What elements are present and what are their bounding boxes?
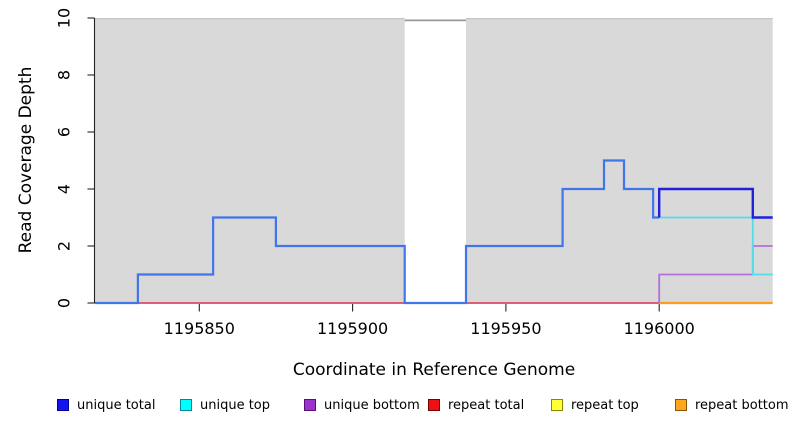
y-tick-label: 8	[55, 70, 74, 80]
legend-label: unique top	[200, 397, 271, 413]
legend-swatch-repeat-total	[428, 399, 440, 411]
legend-label: repeat bottom	[695, 397, 789, 413]
y-tick-label: 0	[55, 298, 74, 308]
legend-item-unique-bottom: unique bottom	[304, 396, 420, 414]
legend-item-repeat-total: repeat total	[428, 396, 524, 414]
legend-swatch-unique-total	[57, 399, 69, 411]
legend-item-repeat-bottom: repeat bottom	[675, 396, 789, 414]
y-axis-label: Read Coverage Depth	[16, 66, 36, 254]
legend: unique total unique top unique bottom repea…	[0, 396, 792, 416]
legend-label: unique bottom	[324, 397, 420, 413]
legend-swatch-repeat-top	[551, 399, 563, 411]
x-tick-label: 1195950	[470, 319, 541, 338]
legend-label: repeat top	[571, 397, 639, 413]
legend-swatch-unique-bottom	[304, 399, 316, 411]
y-tick-label: 10	[55, 8, 74, 28]
legend-swatch-unique-top	[180, 399, 192, 411]
shaded-region	[95, 18, 405, 303]
x-tick-label: 1195850	[164, 319, 235, 338]
y-tick-label: 4	[55, 184, 74, 194]
y-tick-label: 2	[55, 241, 74, 251]
legend-label: repeat total	[448, 397, 525, 413]
legend-item-unique-total: unique total	[57, 396, 155, 414]
series-unique-total	[658, 187, 773, 219]
legend-item-unique-top: unique top	[180, 396, 270, 414]
legend-label: unique total	[77, 397, 156, 413]
y-tick-label: 6	[55, 127, 74, 137]
x-tick-label: 1195900	[317, 319, 388, 338]
legend-item-repeat-top: repeat top	[551, 396, 639, 414]
x-tick-label: 1196000	[624, 319, 695, 338]
legend-swatch-repeat-bottom	[675, 399, 687, 411]
series-unique-top	[659, 216, 773, 276]
series-coverage-main	[95, 159, 660, 305]
x-axis-label: Coordinate in Reference Genome	[292, 360, 576, 380]
